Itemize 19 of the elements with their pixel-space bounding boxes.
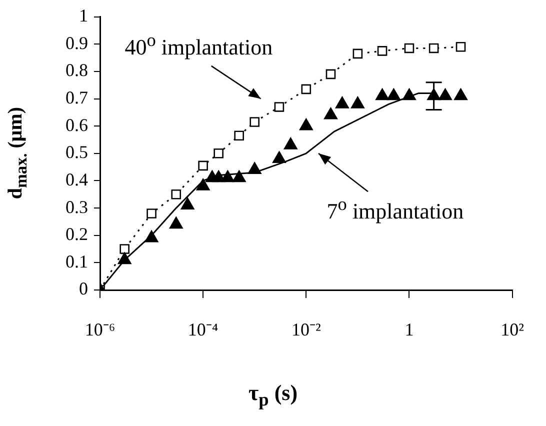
y-tick-label: 0.7 bbox=[66, 87, 88, 108]
x-tick-label: 1 bbox=[404, 320, 414, 340]
y-tick-label: 0.4 bbox=[66, 169, 88, 190]
y-tick-label: 0.3 bbox=[66, 196, 88, 217]
y-tick-label: 0.2 bbox=[66, 224, 88, 244]
y-tick-label: 0.6 bbox=[66, 114, 88, 135]
annotation: 7$^{o}$ implantation bbox=[326, 194, 464, 225]
y-tick-label: 1 bbox=[79, 6, 88, 26]
y-tick-label: 0.1 bbox=[66, 251, 88, 272]
y-tick-label: 0.9 bbox=[66, 32, 88, 53]
y-tick-label: 0.5 bbox=[66, 142, 88, 162]
x-tick-label: 10⁻⁴ bbox=[188, 320, 218, 340]
y-tick-label: 0 bbox=[79, 278, 88, 299]
x-axis-title: τ$_{p}$ (s) bbox=[247, 380, 299, 410]
y-tick-label: 0.8 bbox=[66, 60, 88, 80]
x-tick-label: 10² bbox=[500, 320, 524, 340]
x-tick-label: 10⁻² bbox=[291, 320, 321, 340]
x-tick-label: 10⁻⁶ bbox=[84, 320, 116, 340]
annotation: 40$^{o}$ implantation bbox=[124, 30, 273, 61]
